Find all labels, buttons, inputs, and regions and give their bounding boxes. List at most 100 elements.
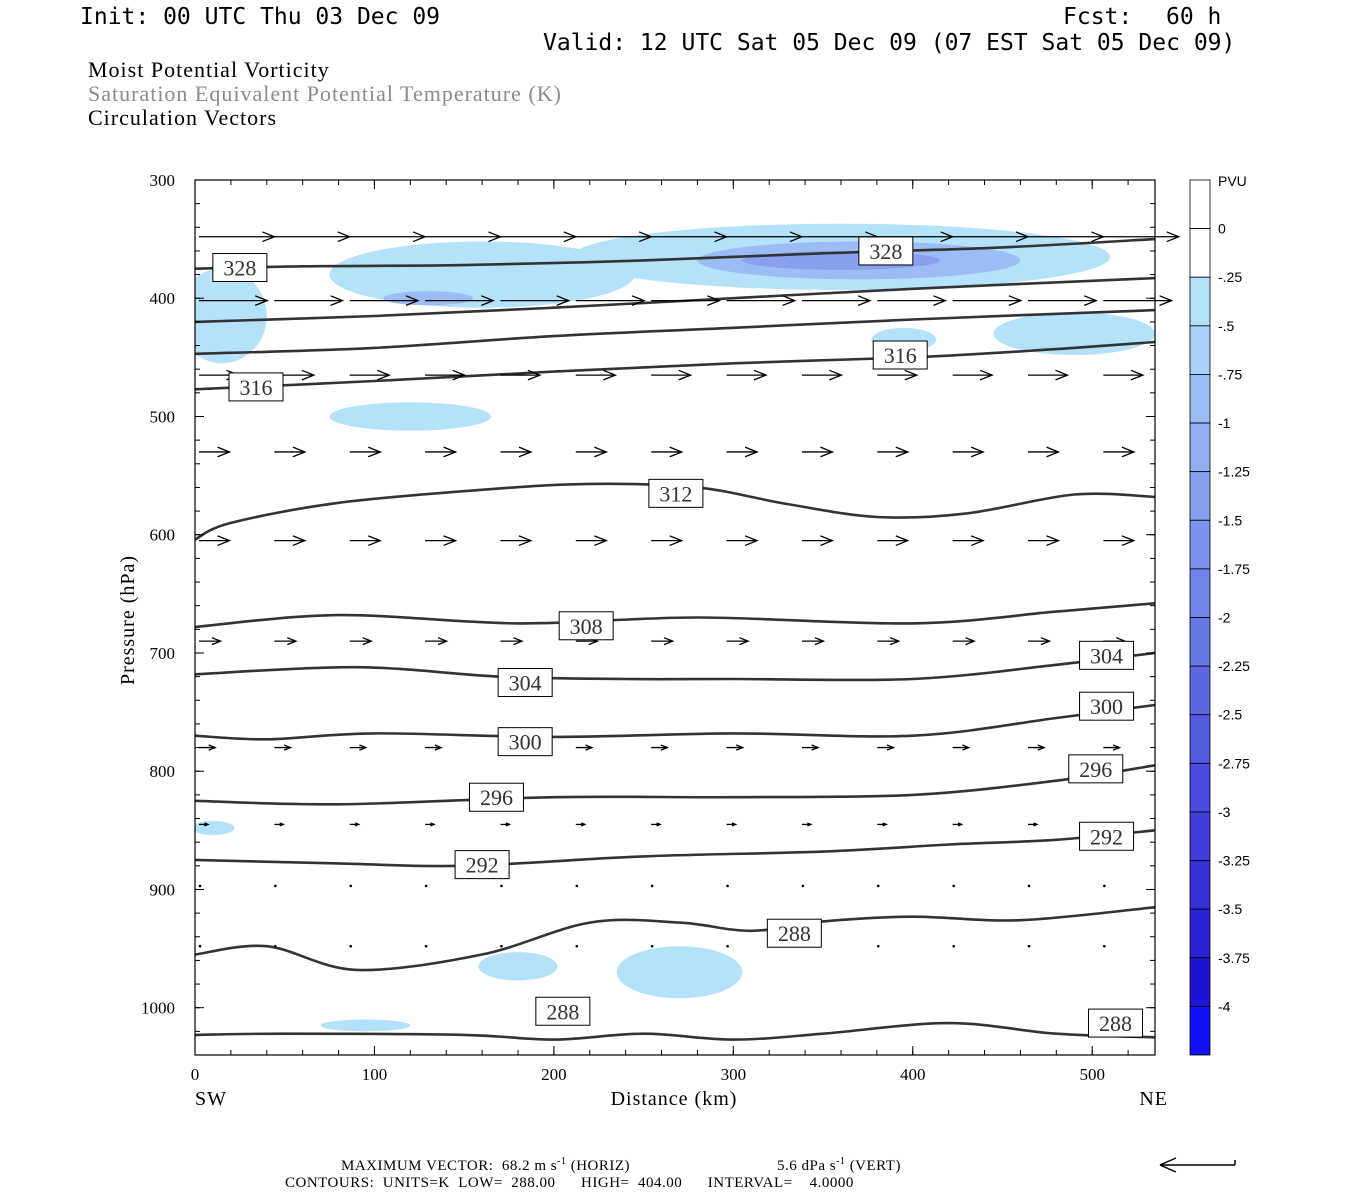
colorbar-label-16: -4 [1218,998,1231,1014]
contour-label-text: 316 [884,343,917,368]
vector-arrow-r8-c1 [274,885,277,888]
vector-arrow-r9-c6 [651,945,654,948]
vector-arrow-r4-c0 [199,536,230,546]
contour-label-text: 328 [223,256,256,281]
x-tick-label-200: 200 [541,1065,567,1084]
colorbar-label-13: -3.25 [1218,853,1250,869]
contour-label-300-8: 300 [498,728,552,756]
vector-arrow-r3-c1 [274,447,305,457]
x-right-label: NE [1139,1088,1168,1110]
vector-arrow-r8-c8 [802,885,805,888]
vert-vector-text: 5.6 dPa s-1 (VERT) [777,1156,901,1175]
vector-dot [349,885,352,888]
vector-arrow-r4-c10 [953,536,984,546]
contour-label-text: 316 [240,375,273,400]
vector-arrow-r8-c11 [1028,885,1031,888]
colorbar-segment-8 [1190,569,1210,618]
vector-arrow-r9-c0 [199,945,202,948]
colorbar-label-3: -.75 [1218,366,1242,382]
vector-arrow-r1-c11 [1028,296,1096,306]
vector-arrow-r9-c12 [1103,945,1106,948]
vector-dot [425,885,428,888]
vector-arrow-r4-c12 [1103,536,1134,546]
vector-arrow-r3-c8 [802,447,833,457]
vector-arrow-r8-c4 [500,885,503,888]
contour-label-312-4: 312 [649,479,703,507]
vector-dot [1103,885,1106,888]
vector-arrow-r9-c7 [726,945,729,948]
vector-arrow-r7-c2 [350,823,359,826]
contour-label-text: 292 [466,853,499,878]
vector-arrow-r3-c6 [651,447,682,457]
colorbar-segment-3 [1190,326,1210,375]
x-tick-label-300: 300 [721,1065,747,1084]
vector-dot [952,885,955,888]
vector-arrow-r5-c3 [425,638,447,645]
vector-dot [199,885,202,888]
vector-arrow-r1-c10 [953,296,1021,306]
vector-dot [877,945,880,948]
mpv-shade-region-3 [177,269,267,364]
colorbar-segment-0 [1190,180,1210,229]
contour-label-304-7: 304 [1080,641,1134,669]
vector-arrow-r8-c6 [651,885,654,888]
vector-arrow-r9-c1 [274,945,277,948]
vector-arrow-r9-c2 [349,945,352,948]
vector-arrow-r7-c8 [802,823,811,826]
y-tick-label-1000: 1000 [141,999,175,1018]
vector-arrow-r4-c5 [576,536,607,546]
colorbar-label-9: -2.25 [1218,658,1250,674]
vector-arrow-r3-c11 [1028,447,1059,457]
vector-arrow-r0-c3 [425,232,500,242]
vector-arrow-r2-c10 [953,370,992,380]
vector-arrow-r4-c4 [500,536,531,546]
contour-label-300-9: 300 [1080,692,1134,720]
contour-label-text: 308 [570,614,603,639]
vector-arrow-r8-c2 [349,885,352,888]
contour-label-text: 288 [546,999,579,1024]
contour-label-328-0: 328 [213,254,267,282]
vector-arrow-r0-c1 [274,232,349,242]
vector-arrow-r3-c3 [425,447,456,457]
colorbar-segment-9 [1190,618,1210,667]
vector-arrow-r1-c6 [651,296,719,306]
vector-arrow-r2-c11 [1028,370,1067,380]
vector-arrow-r3-c2 [350,447,381,457]
vector-dot [500,945,503,948]
vector-arrow-r3-c10 [953,447,984,457]
vector-arrow-r6-c11 [1028,745,1044,750]
x-left-label: SW [195,1088,227,1110]
mpv-shade-region-8 [321,1020,411,1032]
vector-arrow-r9-c10 [952,945,955,948]
colorbar-segment-14 [1190,861,1210,910]
vector-arrow-r3-c12 [1103,447,1134,457]
vector-dot [726,945,729,948]
contour-info-text: CONTOURS: UNITS=K LOW= 288.00 HIGH= 404.… [285,1175,854,1192]
vector-arrow-r4-c2 [350,536,381,546]
vector-arrow-r6-c2 [350,745,366,750]
vector-dot [952,945,955,948]
colorbar-label-10: -2.5 [1218,707,1242,723]
x-tick-label-400: 400 [900,1065,926,1084]
colorbar-segment-12 [1190,763,1210,812]
vector-arrow-r5-c7 [727,638,749,645]
vector-arrow-r2-c5 [576,370,615,380]
vector-arrow-r5-c8 [802,638,824,645]
vector-arrow-r5-c6 [651,638,673,645]
vector-arrow-r7-c6 [651,823,660,826]
colorbar-label-11: -2.75 [1218,755,1250,771]
vector-arrow-r6-c8 [802,745,818,750]
contour-label-292-12: 292 [455,851,509,879]
x-tick-label-0: 0 [191,1065,200,1084]
vector-arrow-r9-c5 [576,945,579,948]
vector-arrow-r5-c9 [877,638,899,645]
y-tick-label-400: 400 [150,289,176,308]
contour-label-text: 328 [869,239,902,264]
vector-arrow-r6-c10 [953,745,969,750]
mpv-shade-region-2 [330,402,491,430]
vector-dot [500,885,503,888]
y-tick-label-800: 800 [150,762,176,781]
contour-292-9 [195,830,1155,866]
vector-arrow-r6-c3 [425,745,441,750]
contour-label-text: 304 [1090,643,1123,668]
